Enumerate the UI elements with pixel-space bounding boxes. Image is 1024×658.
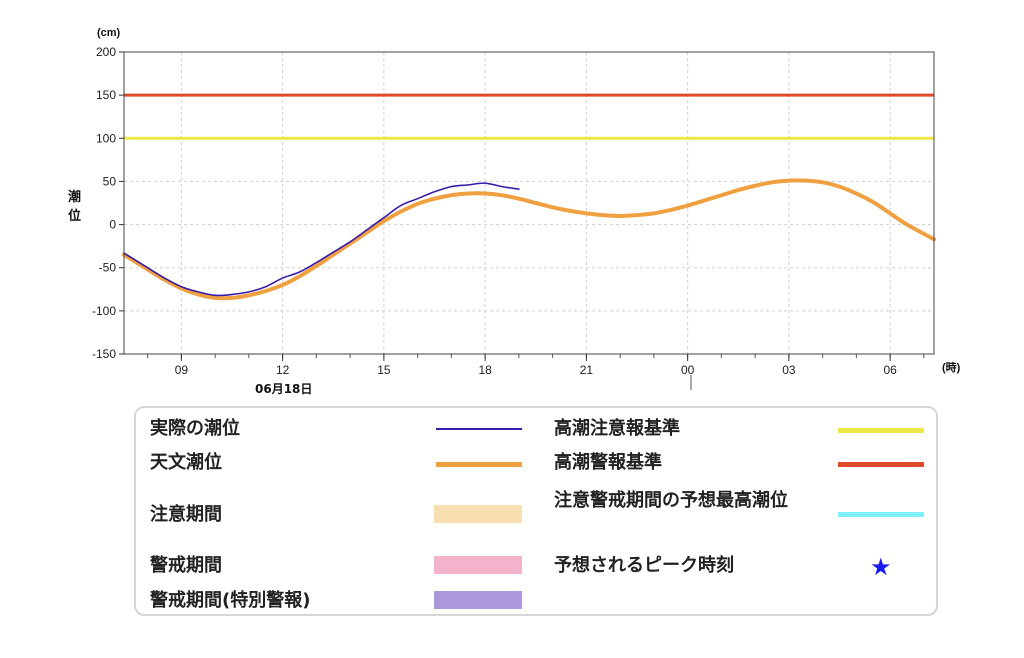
y-tick-label: 0 xyxy=(109,218,116,232)
legend-swatch-line xyxy=(838,462,924,467)
date-label: 06月18日 xyxy=(255,382,312,396)
y-tick-label: 200 xyxy=(96,45,116,59)
x-tick-label: 00 xyxy=(681,363,695,377)
y-axis-label-char-2: 位 xyxy=(68,208,81,224)
threshold-lines xyxy=(124,93,934,140)
y-tick-label: 50 xyxy=(103,174,117,188)
x-tick-label: 21 xyxy=(580,363,594,377)
legend-label: 警戒期間 xyxy=(150,555,222,576)
legend-label: 高潮注意報基準 xyxy=(554,418,680,439)
legend-label: 予想されるピーク時刻 xyxy=(554,555,734,576)
axes: 200 150 100 50 0 -50 -100 -150 09 12 15 18 21 00 03 06 xyxy=(92,45,935,377)
series-lines xyxy=(122,178,936,301)
legend-label: 天文潮位 xyxy=(150,452,222,473)
y-axis-label-char-1: 潮 xyxy=(68,189,81,205)
legend-label: 実際の潮位 xyxy=(150,418,240,439)
legend-swatch-line xyxy=(436,428,522,430)
x-tick-label: 12 xyxy=(276,363,290,377)
x-tick-label: 18 xyxy=(478,363,492,377)
star-icon: ★ xyxy=(870,553,892,581)
astronomical-tide-line xyxy=(122,178,936,301)
y-tick-label: 150 xyxy=(96,88,116,102)
actual-tide-line xyxy=(123,182,520,297)
x-tick-label: 06 xyxy=(883,363,897,377)
x-tick-label: 03 xyxy=(782,363,796,377)
legend: 実際の潮位天文潮位注意期間警戒期間警戒期間(特別警報) 高潮注意報基準 高潮警報基… xyxy=(134,406,938,616)
legend-label: 注意警戒期間の予想最高潮位 xyxy=(554,490,788,511)
legend-label: 高潮警報基準 xyxy=(554,452,662,473)
legend-swatch-band xyxy=(434,556,522,574)
y-tick-label: -150 xyxy=(92,347,116,361)
legend-label: 注意期間 xyxy=(150,504,222,525)
legend-swatch-line xyxy=(838,512,924,517)
y-tick-label: -50 xyxy=(99,261,117,275)
y-tick-label: -100 xyxy=(92,304,116,318)
x-tick-label: 09 xyxy=(175,363,189,377)
plot-border xyxy=(123,51,935,355)
legend-label: 警戒期間(特別警報) xyxy=(150,590,311,611)
x-tick-label: 15 xyxy=(377,363,391,377)
legend-swatch-line xyxy=(436,462,522,467)
legend-swatch-band xyxy=(434,591,522,609)
legend-swatch-line xyxy=(838,428,924,433)
legend-swatch-band xyxy=(434,505,522,523)
y-tick-label: 100 xyxy=(96,131,116,145)
x-axis-unit: (時) xyxy=(942,360,961,374)
y-axis-unit: (cm) xyxy=(97,27,121,39)
